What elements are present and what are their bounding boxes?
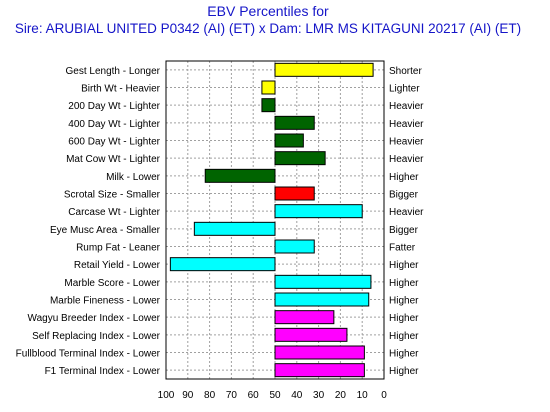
row-right-label: Higher <box>389 331 419 342</box>
x-tick-label: 10 <box>357 390 369 401</box>
x-tick-label: 90 <box>182 390 194 401</box>
row-right-label: Heavier <box>389 154 424 165</box>
row-left-label: Rump Fat - Leaner <box>76 243 161 254</box>
bar <box>204 168 276 183</box>
bar <box>274 186 315 201</box>
row-right-label: Heavier <box>389 137 424 148</box>
row-left-label: Retail Yield - Lower <box>74 260 161 271</box>
bar <box>274 310 335 325</box>
row-left-label: Mat Cow Wt - Lighter <box>66 154 161 165</box>
x-tick-label: 30 <box>313 390 325 401</box>
chart-title: EBV Percentiles for <box>207 3 329 19</box>
x-tick-label: 40 <box>291 390 303 401</box>
row-left-label: Scrotal Size - Smaller <box>64 190 161 201</box>
row-left-label: Marble Fineness - Lower <box>50 296 161 307</box>
bars-layer <box>169 62 374 378</box>
row-right-label: Lighter <box>389 84 420 95</box>
row-right-label: Higher <box>389 366 419 377</box>
row-left-label: F1 Terminal Index - Lower <box>45 366 161 377</box>
bar <box>274 151 326 166</box>
x-tick-label: 0 <box>381 390 387 401</box>
row-left-label: Birth Wt - Heavier <box>81 84 161 95</box>
bar <box>274 62 374 77</box>
row-right-label: Higher <box>389 349 419 360</box>
chart-subtitle: Sire: ARUBIAL UNITED P0342 (AI) (ET) x D… <box>15 21 521 36</box>
row-left-label: 200 Day Wt - Lighter <box>68 101 160 112</box>
x-tick-label: 80 <box>204 390 216 401</box>
bar <box>274 133 304 148</box>
right-labels-layer: Shorter Lighter Heavier Heavier Heavier Heavi… <box>389 66 424 377</box>
row-left-label: Gest Length - Longer <box>65 66 160 77</box>
bar <box>274 204 363 219</box>
bar <box>274 239 315 254</box>
row-left-label: 600 Day Wt - Lighter <box>68 137 160 148</box>
row-left-label: 400 Day Wt - Lighter <box>68 119 160 130</box>
row-left-label: Eye Musc Area - Smaller <box>50 225 161 236</box>
row-right-label: Higher <box>389 313 419 324</box>
row-right-label: Bigger <box>389 225 419 236</box>
x-tick-label: 100 <box>158 390 175 401</box>
row-right-label: Higher <box>389 278 419 289</box>
row-left-label: Carcase Wt - Lighter <box>68 207 160 218</box>
row-right-label: Bigger <box>389 190 419 201</box>
bar <box>274 327 348 342</box>
row-left-label: Fullblood Terminal Index - Lower <box>16 349 161 360</box>
plot-frame <box>165 60 385 380</box>
row-left-label: Milk - Lower <box>106 172 161 183</box>
bar <box>193 221 276 236</box>
row-left-label: Marble Score - Lower <box>64 278 160 289</box>
row-left-label: Wagyu Breeder Index - Lower <box>28 313 161 324</box>
bar <box>274 345 365 360</box>
bar <box>274 115 315 130</box>
row-right-label: Higher <box>389 172 419 183</box>
row-right-label: Heavier <box>389 207 424 218</box>
row-right-label: Higher <box>389 260 419 271</box>
x-tick-label: 60 <box>248 390 260 401</box>
x-tick-label: 70 <box>226 390 238 401</box>
row-right-label: Heavier <box>389 119 424 130</box>
bar <box>274 274 372 289</box>
x-ticks-layer: 100 90 80 70 60 50 40 30 20 10 0 <box>158 390 388 401</box>
bar <box>274 292 370 307</box>
row-right-label: Shorter <box>389 66 422 77</box>
row-right-label: Fatter <box>389 243 416 254</box>
x-tick-label: 20 <box>335 390 347 401</box>
bar <box>261 98 276 113</box>
bar <box>274 363 365 378</box>
left-labels-layer: Gest Length - Longer Birth Wt - Heavier 20… <box>16 66 161 377</box>
bar <box>261 80 276 95</box>
x-tick-label: 50 <box>269 390 281 401</box>
bar <box>169 257 276 272</box>
row-right-label: Higher <box>389 296 419 307</box>
row-left-label: Self Replacing Index - Lower <box>32 331 161 342</box>
row-right-label: Heavier <box>389 101 424 112</box>
